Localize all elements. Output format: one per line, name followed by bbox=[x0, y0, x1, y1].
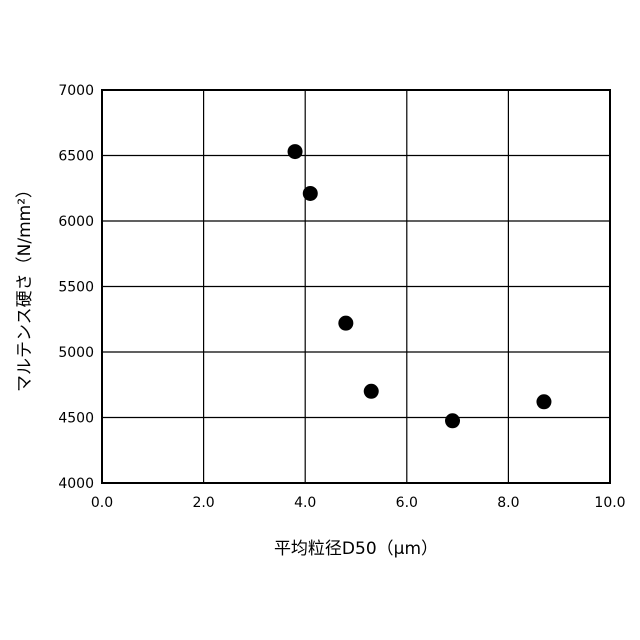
x-tick-label: 10.0 bbox=[594, 495, 625, 511]
data-point bbox=[303, 186, 318, 201]
grid-lines bbox=[102, 90, 610, 483]
y-tick-label: 7000 bbox=[58, 83, 94, 99]
x-tick-label: 2.0 bbox=[192, 495, 214, 511]
x-axis-title: 平均粒径D50（μm） bbox=[274, 539, 438, 559]
data-point bbox=[536, 394, 551, 409]
y-axis-ticks: 4000 4500 5000 5500 6000 6500 7000 bbox=[58, 83, 94, 492]
y-tick-label: 6500 bbox=[58, 149, 94, 165]
y-tick-label: 5000 bbox=[58, 345, 94, 361]
data-point bbox=[288, 144, 303, 159]
x-tick-label: 8.0 bbox=[497, 495, 519, 511]
x-tick-label: 0.0 bbox=[91, 495, 113, 511]
data-point bbox=[364, 384, 379, 399]
y-axis-title: マルテンス硬さ（N/mm²） bbox=[15, 181, 35, 392]
x-tick-label: 6.0 bbox=[396, 495, 418, 511]
x-axis-ticks: 0.0 2.0 4.0 6.0 8.0 10.0 bbox=[91, 495, 626, 511]
y-tick-label: 4500 bbox=[58, 411, 94, 427]
x-tick-label: 4.0 bbox=[294, 495, 316, 511]
data-point bbox=[445, 413, 460, 428]
y-tick-label: 6000 bbox=[58, 214, 94, 230]
data-point bbox=[338, 316, 353, 331]
y-tick-label: 4000 bbox=[58, 476, 94, 492]
y-tick-label: 5500 bbox=[58, 280, 94, 296]
